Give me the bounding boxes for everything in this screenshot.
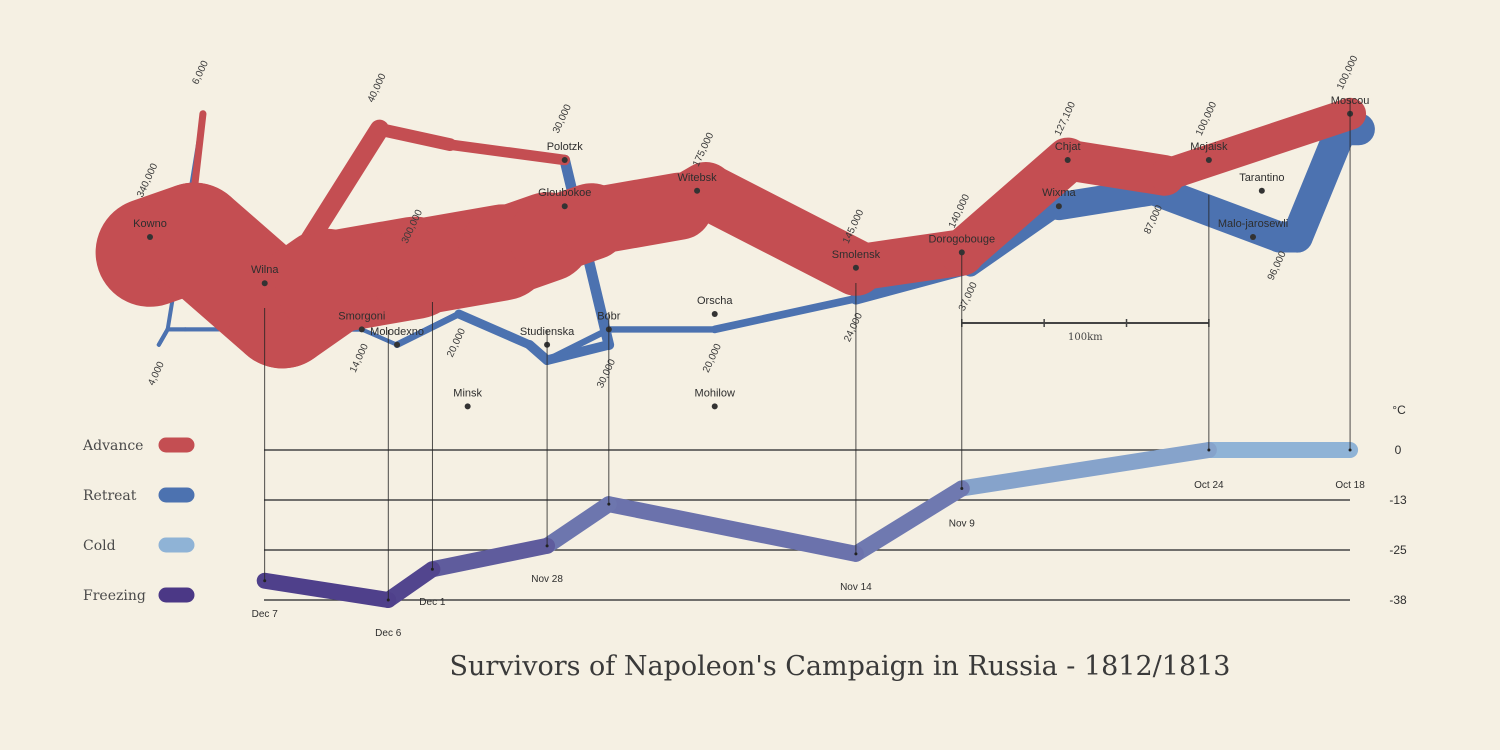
temperature-tick-label: 0 [1395, 443, 1402, 457]
retreat-segment [1281, 113, 1357, 253]
temperature-point [1348, 448, 1352, 452]
temperature-date-label: Nov 14 [840, 582, 872, 593]
temperature-date-label: Dec 6 [375, 628, 402, 639]
city-label: Kowno [133, 218, 167, 230]
legend-label: Advance [82, 438, 143, 454]
temperature-date-label: Dec 1 [419, 597, 446, 608]
temperature-segment [847, 480, 970, 562]
retreat-segment [156, 327, 170, 347]
legend-label: Freezing [83, 588, 146, 604]
retreat-segment [393, 310, 463, 348]
city-marker [711, 403, 718, 410]
temperature-tick-label: -25 [1389, 543, 1407, 557]
temperature-point [386, 598, 390, 602]
city-marker [1064, 157, 1071, 163]
city-marker [358, 326, 365, 333]
temperature-tick-label: -38 [1389, 593, 1407, 607]
city-label: Chjat [1055, 141, 1081, 153]
city-marker [852, 264, 859, 271]
city-label: Wilna [251, 264, 279, 276]
retreat-segment [455, 310, 533, 348]
advance-segment [190, 110, 207, 195]
city-label: Polotzk [547, 141, 584, 153]
temperature-date-label: Oct 18 [1335, 480, 1365, 491]
advance-segment [1148, 97, 1367, 192]
city-marker [1055, 203, 1062, 210]
scale-bar-label: 100km [1068, 332, 1103, 343]
city-label: Malo-jarosewli [1218, 218, 1288, 230]
city-marker [261, 280, 268, 287]
legend-label: Retreat [83, 488, 137, 504]
retreat-segment [1044, 176, 1170, 221]
city-label: Mohilow [695, 387, 735, 399]
city-label: Tarantino [1239, 172, 1284, 184]
retreat-segment [1140, 175, 1295, 253]
city-marker [147, 234, 153, 240]
advance-segment [373, 122, 457, 152]
temperature-point [545, 544, 549, 548]
city-label: Molodexno [370, 326, 424, 338]
legend-label: Cold [83, 538, 116, 554]
retreat-segment [710, 294, 860, 334]
city-marker [561, 203, 568, 210]
city-label: Wixma [1042, 187, 1076, 199]
temperature-segment [953, 442, 1217, 497]
city-label: Smorgoni [338, 310, 385, 322]
city-marker [711, 311, 718, 317]
legend: Advance Retreat Cold Freezing [82, 437, 195, 604]
retreat-segment [526, 341, 551, 364]
temperature-point [960, 486, 964, 490]
city-label: Gloubokoe [538, 187, 591, 199]
city-label: Smolensk [832, 249, 881, 261]
city-marker [1258, 187, 1265, 194]
city-marker [464, 403, 471, 410]
temperature-unit-label: °C [1392, 403, 1406, 417]
temperature-point [854, 552, 858, 556]
temperature-chart: 0 -13 -25 -38 °C Oct 18 Oct 24 Nov 9 Nov 14 Nov 2… [252, 100, 1407, 639]
temperature-point [607, 502, 611, 506]
temperature-segment [256, 572, 397, 608]
temperature-date-label: Nov 28 [531, 574, 563, 585]
city-label: Orscha [697, 295, 733, 307]
temperature-date-label: Dec 7 [252, 609, 279, 620]
city-label: Witebsk [678, 172, 718, 184]
temperature-segment [380, 561, 441, 608]
retreat-segment [543, 326, 613, 364]
chart-title: Survivors of Napoleon's Campaign in Russ… [450, 651, 1231, 682]
retreat-segment [359, 327, 400, 347]
temperature-point [1207, 448, 1211, 452]
temperature-date-label: Nov 9 [949, 518, 976, 529]
temperature-date-label: Oct 24 [1194, 480, 1224, 491]
temperature-segment [600, 496, 864, 562]
advance-segment [444, 139, 571, 166]
temperature-point [430, 567, 434, 571]
city-label: Mojaisk [1190, 141, 1228, 153]
advance-segment [677, 162, 884, 296]
city-marker [561, 157, 568, 163]
temperature-segment [424, 537, 556, 578]
city-label: Dorogobouge [928, 233, 995, 245]
city-label: Minsk [453, 387, 482, 399]
temperature-segment [539, 496, 617, 554]
advance-segment [1047, 139, 1186, 196]
city-marker [694, 187, 701, 194]
temperature-point [263, 579, 267, 583]
city-marker [394, 341, 401, 348]
city-marker [958, 249, 965, 256]
temperature-tick-label: -13 [1389, 493, 1407, 507]
city-marker [1205, 157, 1212, 163]
city-marker [1250, 234, 1256, 240]
advance-segment [939, 137, 1091, 275]
city-label: Studienska [520, 326, 575, 338]
